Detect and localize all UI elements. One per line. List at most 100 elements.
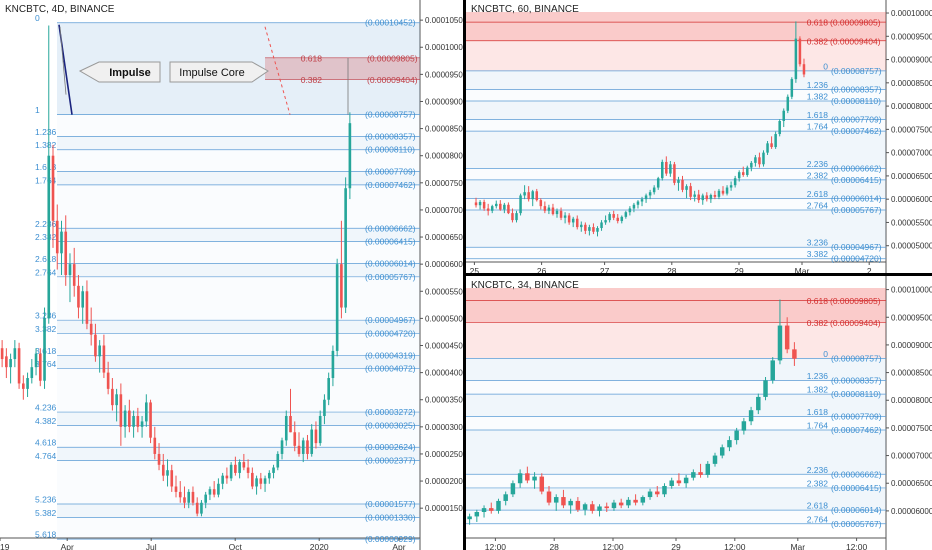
candle-body [263,478,267,484]
candle-body [157,453,161,465]
candle-body [531,191,534,200]
y-tick-label: 0.00009000 [891,56,932,65]
chart-pane-top-right[interactable]: KNCBTC, 60, BINANCE 0.618 (0.00009805) 0.3… [466,0,932,273]
fib-price-label: (0.00003272) [365,407,416,417]
candle-body [698,472,703,475]
fib-price-label: (0.00007462) [831,126,882,136]
candle-body [200,502,203,514]
y-tick-label: 0.00006500 [425,233,463,242]
candle-body [511,213,514,221]
candle-body [582,504,588,510]
chart-pane-left[interactable]: KNCBTC, 4D, BINANCE 0.618 (0.00009805) 0.3… [0,0,463,550]
fib-ratio-label: 2.236 [807,465,829,475]
candle-body [798,38,802,65]
candle-body [575,218,579,228]
candle-body [467,516,472,520]
chart-canvas-top-right[interactable]: 0.618 (0.00009805)0.382 (0.00009404)0 (0.00… [466,0,932,273]
candle-body [770,360,775,381]
y-tick-label: 0.00007500 [425,179,463,188]
candle-body [756,396,761,411]
y-tick-label: 0.00008000 [891,102,932,111]
candle-body [272,467,275,473]
candle-body [204,494,208,503]
candle-body [741,172,745,175]
y-tick-label: 0.00007000 [891,149,932,158]
fib-price-label: (0.00008357) [365,131,416,141]
retracement-price-label: (0.00009805) [830,296,881,306]
fib-band [466,210,886,248]
y-tick-label: 0.00008000 [891,396,932,405]
fib-ratio-label: 2.382 [807,478,829,488]
candle-body [238,462,241,473]
chart-pane-bottom-right[interactable]: KNCBTC, 34, BINANCE 0.618 (0.00009805) 0.3… [466,276,932,550]
fib-ratio-label: 3.236 [807,238,829,248]
fib-price-label: (0.00008757) [365,110,416,120]
candle-body [784,325,790,350]
impulse-callout-label: Impulse [109,67,151,79]
fib-price-label: (0.00007709) [831,115,882,125]
candle-body [289,415,292,433]
y-tick-label: 0.00008500 [425,125,463,134]
candle-body [499,203,502,210]
x-tick-label: 2019 [0,542,10,550]
candle-body [662,485,667,495]
x-tick-label: 28 [667,266,677,273]
y-tick-label: 0.00009500 [425,70,463,79]
fib-ratio-label: 2.236 [807,159,829,169]
candle-body [727,440,732,448]
candle-body [561,497,566,506]
y-tick-label: 0.00008500 [891,79,932,88]
candle-body [644,195,648,200]
fib-price-label: (0.00006662) [831,163,882,173]
candle-body [153,437,157,454]
candle-body [144,402,148,422]
x-tick-label: 2 [867,266,872,273]
y-tick-label: 0.00010000 [891,9,932,18]
candle-body [647,491,653,498]
candle-body [590,504,595,511]
fib-price-label: (0.00007462) [831,425,882,435]
candle-body [705,195,709,200]
fib-band [466,70,886,90]
candle-body [38,353,42,381]
fib-band [57,228,420,242]
y-tick-label: 0.00005000 [891,242,932,251]
fib-ratio-label: 5.382 [35,508,57,518]
fib-price-label: (0.00008757) [831,66,882,76]
candle-body [478,201,482,206]
candle-body [616,217,619,222]
candle-body [111,388,114,406]
candle-body [149,402,152,438]
fib-ratio-label: 1.764 [35,175,57,185]
candle-body [734,430,739,441]
candle-body [640,497,646,503]
candle-body [161,464,165,476]
retracement-ratio-label: 0.382 [301,75,323,85]
fib-ratio-label: 1.382 [807,91,829,101]
fib-band [57,185,420,228]
candle-body [221,475,224,484]
candle-body [705,463,711,475]
chart-canvas-bottom-right[interactable]: 0.618 (0.00009805)0.382 (0.00009404)0 (0.00… [466,276,932,550]
candle-body [208,489,212,495]
candle-body [64,231,68,275]
fib-price-label: (0.00003025) [365,420,416,430]
impulse-core-callout: Impulse Core [169,61,269,83]
candle-body [348,123,352,189]
candle-body [525,473,530,481]
candle-body [669,164,672,174]
candle-body [535,191,539,201]
fib-price-label: (0.00004720) [365,329,416,339]
chart-canvas-left[interactable]: 0.618 (0.00009805) 0.382 (0.00009404) 0 (0.00… [0,0,463,550]
candle-body [746,167,749,175]
candle-body [174,486,178,492]
candle-body [778,120,781,135]
candle-body [608,214,611,221]
fib-ratio-label: 1.764 [807,122,829,132]
candle-body [588,227,591,231]
fib-ratio-label: 1.618 [807,407,829,417]
y-tick-label: 0.00006000 [891,507,932,516]
